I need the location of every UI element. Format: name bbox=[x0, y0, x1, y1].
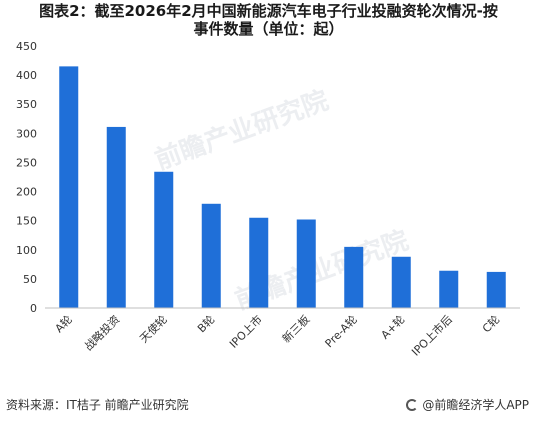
y-tick-label-9: 450 bbox=[16, 40, 37, 53]
brand-text: @前瞻经济学人APP bbox=[422, 398, 529, 412]
y-tick-label-0: 0 bbox=[30, 302, 37, 315]
x-tick-label-1: 战略投资 bbox=[81, 312, 122, 353]
source-note: 资料来源：IT桔子 前瞻产业研究院 bbox=[6, 398, 189, 412]
x-tick-label-7: A+轮 bbox=[378, 312, 408, 342]
chart-title-line2: 事件数量（单位：起） bbox=[193, 20, 344, 38]
x-tick-label-2: 天使轮 bbox=[137, 312, 170, 345]
bar-1 bbox=[106, 126, 126, 308]
x-tick-label-5: 新三板 bbox=[279, 312, 312, 345]
bar-5 bbox=[296, 219, 316, 308]
y-tick-label-4: 200 bbox=[16, 186, 37, 199]
bar-6 bbox=[344, 246, 364, 308]
brand-logo-icon bbox=[406, 398, 419, 411]
x-tick-label-6: Pre-A轮 bbox=[322, 312, 360, 350]
bar-7 bbox=[391, 256, 411, 308]
x-tick-label-4: IPO上市 bbox=[226, 312, 265, 351]
bar-4 bbox=[249, 217, 269, 308]
bar-3 bbox=[201, 203, 221, 308]
y-tick-label-5: 250 bbox=[16, 156, 37, 169]
y-axis: 0 50 100 150 200 250 300 350 400 450 bbox=[16, 40, 37, 315]
y-tick-label-3: 150 bbox=[16, 215, 37, 228]
x-axis-labels: A轮 战略投资 天使轮 B轮 IPO上市 新三板 Pre-A轮 A+轮 IPO上市后 C轮 bbox=[52, 312, 503, 358]
bar-0 bbox=[59, 66, 79, 308]
x-tick-label-8: IPO上市后 bbox=[409, 312, 455, 358]
bars bbox=[59, 66, 506, 308]
y-tick-label-2: 100 bbox=[16, 244, 37, 257]
bar-9 bbox=[486, 271, 506, 308]
bar-2 bbox=[154, 171, 174, 308]
chart-title: 图表2：截至2026年2月中国新能源汽车电子行业投融资轮次情况-按 事件数量（单… bbox=[0, 2, 537, 38]
x-tick-label-3: B轮 bbox=[194, 312, 217, 335]
brand-credit: @前瞻经济学人APP bbox=[406, 396, 529, 413]
y-tick-label-7: 350 bbox=[16, 98, 37, 111]
y-tick-label-1: 50 bbox=[23, 273, 37, 286]
y-tick-label-8: 400 bbox=[16, 69, 37, 82]
y-tick-label-6: 300 bbox=[16, 127, 37, 140]
x-tick-label-9: C轮 bbox=[479, 312, 502, 335]
bar-8 bbox=[439, 270, 459, 308]
x-tick-label-0: A轮 bbox=[52, 312, 75, 335]
chart-title-line1: 图表2：截至2026年2月中国新能源汽车电子行业投融资轮次情况-按 bbox=[39, 2, 498, 20]
